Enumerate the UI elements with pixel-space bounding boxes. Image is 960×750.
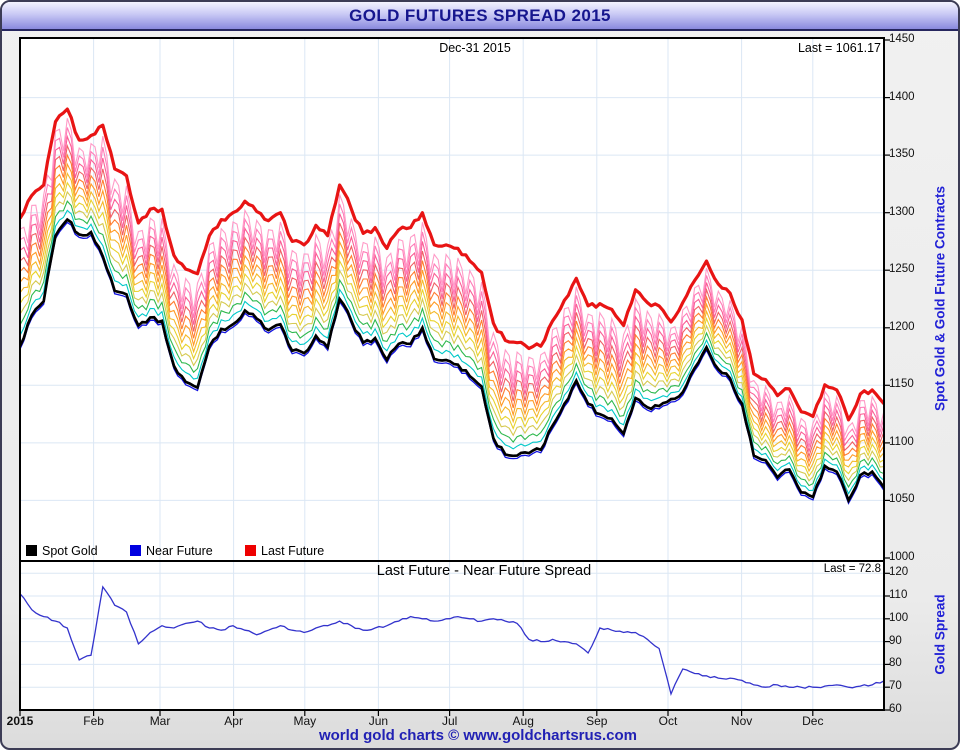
last-future-swatch	[245, 545, 256, 556]
date-annotation: Dec-31 2015	[439, 41, 511, 55]
spread-axis-title: Gold Spread	[932, 594, 948, 675]
spread-panel-border	[19, 560, 885, 711]
near-future-swatch	[130, 545, 141, 556]
x-tick-Oct: Oct	[658, 714, 678, 728]
spread-panel-title: Last Future - Near Future Spread	[376, 563, 592, 579]
price-ytick-1050: 1050	[889, 493, 915, 506]
legend-item-spot-gold: Spot Gold	[26, 544, 98, 558]
legend-label: Spot Gold	[42, 544, 98, 558]
spread-series	[21, 585, 883, 697]
page-title: GOLD FUTURES SPREAD 2015	[349, 6, 611, 25]
spread-ytick-100: 100	[889, 611, 909, 624]
price-ytick-1450: 1450	[889, 33, 915, 45]
spread-ytick-120: 120	[889, 566, 909, 579]
spot-gold-swatch	[26, 545, 37, 556]
series-future-contract-4	[21, 181, 883, 478]
x-tick-Mar: Mar	[149, 714, 171, 728]
series-last-future	[21, 107, 883, 422]
x-tick-Apr: Apr	[224, 714, 243, 728]
spread-ytick-110: 110	[889, 589, 908, 602]
series-future-contract-11	[21, 118, 883, 443]
spread-ytick-90: 90	[889, 634, 902, 647]
spread-panel-bg	[20, 561, 884, 710]
price-ytick-1250: 1250	[889, 263, 915, 276]
series-future-contract-9	[21, 134, 883, 452]
series-future-contract-2	[21, 200, 883, 489]
axis-ticks	[19, 39, 890, 716]
x-tick-May: May	[293, 714, 317, 728]
spread-ytick-60: 60	[889, 703, 902, 715]
x-tick-Aug: Aug	[512, 714, 534, 728]
spread-last-annotation: Last = 72.8	[823, 563, 881, 575]
legend-label: Near Future	[146, 544, 213, 558]
series-spot-gold	[21, 217, 883, 504]
series-spread	[21, 585, 883, 697]
price-ytick-1200: 1200	[889, 320, 915, 333]
price-last-annotation: Last = 1061.17	[797, 41, 881, 55]
price-ytick-1000: 1000	[889, 551, 915, 563]
series-future-contract-1	[21, 209, 883, 495]
price-ytick-1350: 1350	[889, 148, 915, 161]
title-bar: GOLD FUTURES SPREAD 2015	[2, 2, 958, 31]
price-ytick-1300: 1300	[889, 205, 915, 218]
series-future-contract-6	[21, 162, 883, 468]
price-ytick-1400: 1400	[889, 90, 915, 103]
x-tick-2015: 2015	[6, 714, 34, 728]
legend-item-near-future: Near Future	[130, 544, 213, 558]
price-ytick-1100: 1100	[889, 435, 914, 448]
x-tick-Nov: Nov	[730, 714, 753, 728]
x-tick-Sep: Sep	[586, 714, 608, 728]
x-tick-Feb: Feb	[83, 714, 104, 728]
price-ytick-1150: 1150	[889, 378, 914, 391]
series-future-contract-7	[21, 153, 883, 464]
series-future-contract-10	[21, 127, 883, 447]
spread-ytick-70: 70	[889, 680, 902, 693]
series-future-contract-8	[21, 143, 883, 459]
legend-item-last-future: Last Future	[245, 544, 324, 558]
x-tick-Jun: Jun	[368, 714, 389, 728]
legend-label: Last Future	[261, 544, 325, 558]
x-tick-Jul: Jul	[441, 714, 458, 728]
series-future-contract-5	[21, 171, 883, 473]
x-tick-Dec: Dec	[802, 714, 824, 728]
series-future-contract-3	[21, 190, 883, 482]
spread-ytick-80: 80	[889, 657, 902, 670]
price-series	[21, 107, 883, 505]
gridlines	[21, 39, 883, 709]
footer-credit: world gold charts © www.goldchartsrus.co…	[318, 727, 638, 744]
